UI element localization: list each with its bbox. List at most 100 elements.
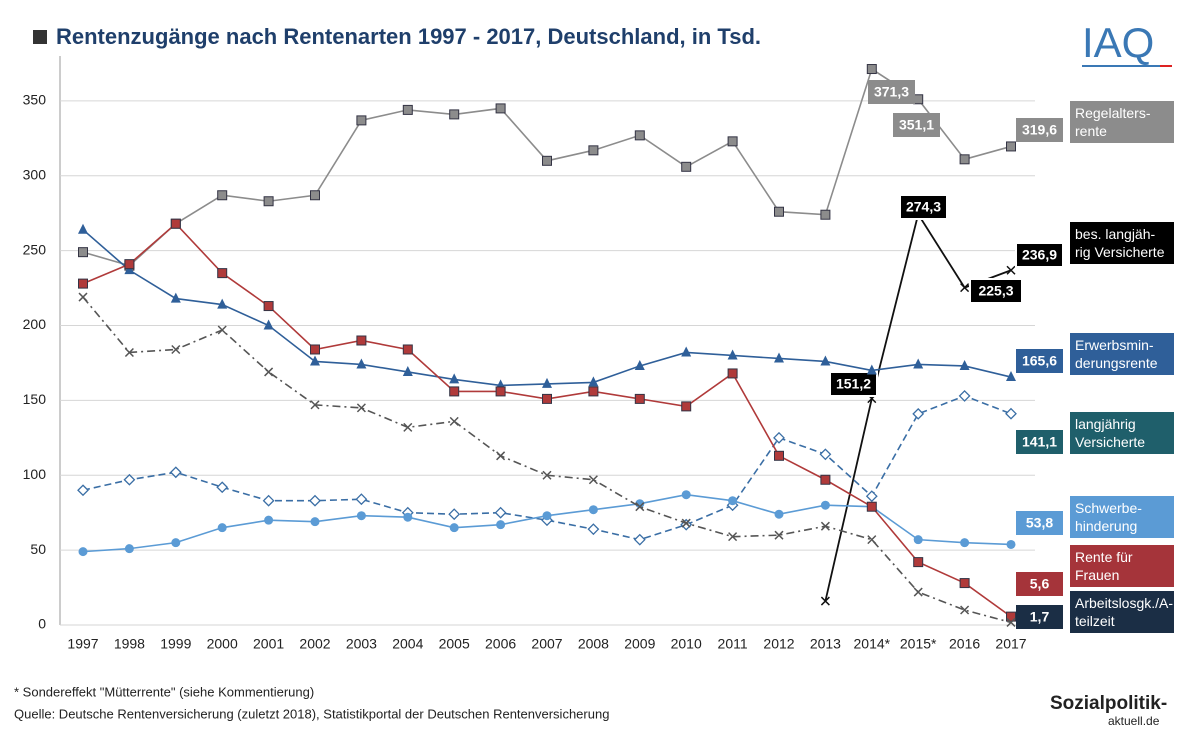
logo: IAQ: [1082, 19, 1154, 66]
series-line: [82, 222, 1012, 618]
value-label: 371,3: [874, 84, 909, 100]
x-tick-label: 2015*: [900, 636, 937, 652]
marker: [913, 557, 924, 568]
marker: [356, 115, 367, 126]
marker: [309, 494, 321, 507]
y-tick-label: 250: [23, 241, 47, 257]
value-label: 53,8: [1026, 515, 1053, 531]
value-label-box: [1016, 430, 1063, 454]
value-label: 319,6: [1022, 122, 1057, 138]
marker: [403, 422, 413, 432]
value-label-box: [1015, 242, 1064, 268]
value-label-box: [1016, 349, 1063, 373]
marker: [820, 500, 830, 510]
marker: [216, 481, 229, 494]
marker: [960, 605, 970, 615]
y-tick-label: 50: [30, 541, 46, 557]
marker: [1006, 265, 1016, 275]
value-label: 225,3: [978, 283, 1013, 299]
marker: [727, 349, 738, 360]
marker: [1006, 371, 1016, 382]
value-label-box: [893, 113, 940, 137]
marker: [774, 206, 784, 217]
x-tick-label: 2017: [995, 636, 1026, 652]
x-tick-label: 2010: [671, 636, 702, 652]
legend-entry: Schwerbe-hinderung: [1070, 496, 1174, 538]
x-tick-label: 2016: [949, 636, 980, 652]
marker: [171, 538, 181, 548]
legend-entry: Erwerbsmin-derungsrente: [1070, 333, 1174, 375]
marker: [866, 64, 877, 75]
x-tick-label: 2006: [485, 636, 516, 652]
legend-entry: Rente für Frauen: [1070, 545, 1174, 587]
marker: [217, 325, 227, 335]
marker: [588, 145, 599, 156]
marker: [681, 518, 691, 528]
marker: [449, 523, 459, 533]
marker: [959, 154, 970, 165]
marker: [633, 533, 646, 546]
marker: [912, 407, 925, 420]
marker: [542, 393, 552, 404]
x-tick-label: 2011: [718, 636, 748, 652]
marker: [78, 278, 88, 289]
marker: [356, 403, 366, 413]
marker: [820, 521, 830, 531]
marker: [169, 466, 182, 479]
marker: [913, 587, 923, 597]
marker: [960, 538, 970, 548]
logo: aktuell.de: [1108, 714, 1160, 728]
x-tick-label: 2002: [299, 636, 330, 652]
marker: [494, 506, 507, 519]
value-label-box: [868, 80, 915, 104]
x-tick-label: 2003: [346, 636, 377, 652]
marker: [449, 373, 460, 384]
marker: [681, 490, 691, 500]
marker: [356, 358, 367, 369]
marker: [78, 247, 88, 258]
marker: [217, 523, 227, 533]
marker: [217, 298, 228, 309]
marker: [310, 344, 320, 355]
legend-entry: Regelalters-rente: [1070, 101, 1174, 143]
marker: [635, 499, 645, 509]
marker: [78, 223, 88, 234]
legend-entry: langjährig Versicherte: [1070, 412, 1174, 454]
chart-title: Rentenzugänge nach Rentenarten 1997 - 20…: [56, 24, 761, 49]
marker: [495, 103, 506, 114]
marker: [865, 490, 878, 503]
value-label: 165,6: [1022, 353, 1057, 369]
marker: [542, 155, 552, 166]
marker: [262, 494, 275, 507]
value-label-box: [1016, 511, 1063, 535]
value-label-box: [1016, 605, 1063, 629]
marker: [820, 474, 831, 485]
marker: [681, 401, 692, 412]
marker: [913, 535, 923, 545]
value-label: 151,2: [836, 376, 871, 392]
marker: [588, 505, 598, 515]
marker: [402, 104, 413, 115]
marker: [588, 376, 599, 387]
value-label: 1,7: [1030, 609, 1050, 625]
marker: [774, 352, 784, 363]
marker: [1006, 539, 1016, 549]
marker: [635, 502, 645, 512]
marker: [403, 512, 413, 522]
marker: [913, 358, 924, 369]
x-tick-label: 2001: [253, 636, 284, 652]
x-tick-label: 2012: [763, 636, 794, 652]
marker: [866, 364, 877, 375]
x-tick-label: 1999: [160, 636, 191, 652]
marker: [310, 400, 320, 410]
marker: [960, 283, 970, 293]
marker: [819, 448, 832, 461]
marker: [356, 335, 367, 346]
marker: [634, 130, 645, 141]
marker: [124, 259, 135, 270]
marker: [124, 347, 134, 358]
marker: [449, 386, 460, 397]
x-tick-label: 2013: [810, 636, 841, 652]
legend-entry: bes. langjäh-rig Versicherte: [1070, 222, 1174, 264]
marker: [774, 530, 784, 540]
